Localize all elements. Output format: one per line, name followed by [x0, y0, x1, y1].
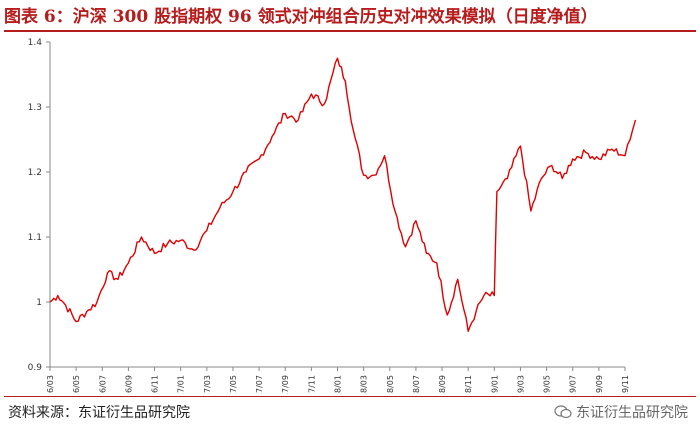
x-tick-label: 18/09	[438, 375, 447, 394]
x-tick-label: 16/05	[72, 375, 81, 394]
watermark-text: 东证衍生品研究院	[576, 405, 688, 421]
x-tick-label: 18/01	[334, 375, 343, 394]
x-tick-label: 17/09	[281, 375, 290, 394]
y-tick-label: 1.3	[28, 103, 42, 113]
x-tick-label: 19/07	[569, 375, 578, 394]
wechat-icon	[554, 405, 572, 419]
x-tick-label: 19/01	[490, 375, 499, 394]
x-tick-label: 19/03	[516, 375, 525, 394]
x-tick-label: 19/09	[595, 375, 604, 394]
x-tick-label: 17/05	[229, 375, 238, 394]
x-tick-label: 18/05	[386, 375, 395, 394]
x-tick-label: 18/11	[464, 375, 473, 394]
x-tick-label: 17/03	[203, 375, 212, 394]
x-tick-label: 19/11	[621, 375, 630, 394]
x-tick-label: 17/11	[307, 375, 316, 394]
y-tick-label: 1.1	[28, 233, 42, 243]
x-tick-label: 16/07	[98, 375, 107, 394]
x-tick-label: 16/03	[46, 375, 55, 394]
x-tick-label: 19/05	[543, 375, 552, 394]
series-line-0	[49, 57, 637, 332]
x-tick-label: 17/07	[255, 375, 264, 394]
page-title: 图表 6：沪深 300 股指期权 96 领式对冲组合历史对冲效果模拟（日度净值）	[4, 7, 598, 27]
x-tick-label: 18/07	[412, 375, 421, 394]
x-tick-label: 16/09	[124, 375, 133, 394]
x-axis: 16/03 16/05 16/07 16/09 16/11 17/01 17/03 17/05…	[46, 366, 630, 394]
y-axis: 0.9 1 1.1 1.2 1.3 1.4	[28, 38, 51, 373]
y-tick-label: 0.9	[28, 363, 43, 373]
x-tick-label: 17/01	[177, 375, 186, 394]
y-tick-label: 1.2	[28, 168, 42, 178]
title-divider	[4, 30, 696, 32]
line-chart: 0.911.11.21.31.4 16/03 16/05 16/07 16/09 16/…	[28, 38, 637, 394]
x-tick-label: 16/11	[151, 375, 160, 394]
y-tick-label: 1.4	[28, 38, 43, 48]
x-tick-label: 18/03	[360, 375, 369, 394]
y-tick-label: 1	[36, 298, 42, 308]
source-note: 资料来源：东证衍生品研究院	[8, 405, 190, 421]
watermark: 东证衍生品研究院	[554, 402, 688, 422]
series-layer	[49, 57, 637, 332]
source-divider	[4, 396, 696, 397]
